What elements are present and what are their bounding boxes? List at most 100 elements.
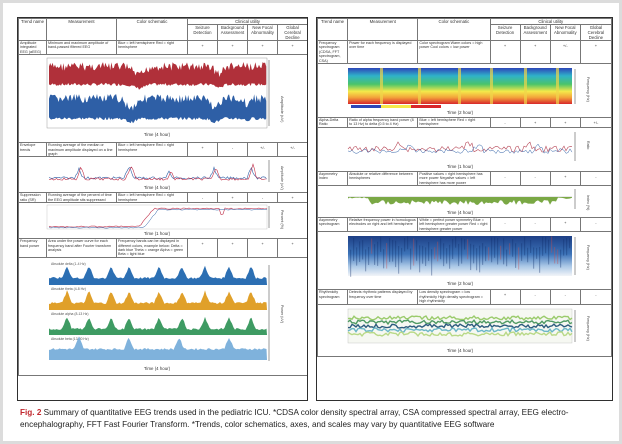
asymspec-streaks	[350, 236, 571, 278]
rhythm-band	[347, 326, 573, 333]
trend-name: Frequency band power	[18, 238, 47, 258]
asymspec-streak	[479, 245, 481, 273]
asymspec-heatmap	[348, 236, 572, 277]
header-focal: New Focal Abnormality	[549, 24, 581, 41]
trend-row: Asymmetry index Absolute or relative dif…	[317, 170, 612, 187]
mark-focal: -	[247, 192, 278, 204]
asymspec-streak	[551, 236, 553, 254]
header-trend-name: Trend name	[18, 18, 47, 41]
rhythm-time-label: Time (4 hour)	[447, 348, 474, 353]
asymspec-streak	[353, 238, 355, 262]
envelope-right-trace	[48, 163, 267, 182]
header-global: Global Cerebral Decline	[579, 24, 612, 41]
adr-time-label: Time (1 hour)	[447, 164, 474, 169]
asymspec-streak	[443, 243, 445, 267]
asymspec-streak	[359, 241, 361, 263]
asymspec-streak	[458, 244, 460, 267]
band-delta-area	[49, 265, 267, 285]
asymspec-streak	[536, 248, 538, 260]
mark-global: -	[579, 217, 612, 233]
trend-name: Asymmetry spectrogram	[317, 217, 349, 233]
asymspec-streak	[566, 238, 568, 256]
figure-page: Trend name Measurement Color schematic C…	[3, 3, 619, 441]
asymspec-streak	[491, 237, 493, 263]
sr-y-label: Percent (%)	[280, 210, 284, 229]
sr-left-trace	[48, 208, 268, 229]
band-theta-area	[49, 289, 267, 310]
asymspec-streak	[542, 237, 544, 257]
asymidx-graph-cell: Index (%) Time (4 hour)	[317, 185, 612, 219]
asymspec-streak	[482, 243, 484, 266]
asymspec-streak	[350, 249, 352, 278]
header-global: Global Cerebral Decline	[276, 24, 307, 41]
asymspec-streak	[401, 248, 403, 263]
header-background: Background Assessment	[519, 24, 551, 41]
trend-measurement: Power for each frequency is displayed ov…	[347, 39, 419, 65]
mark-focal: +	[247, 238, 278, 258]
mark-background: -	[519, 289, 551, 305]
trend-name: Asymmetry index	[317, 170, 349, 187]
aeeg-graph-cell: Amplitude (uV) Time (4 hour)	[18, 54, 307, 144]
asymspec-streak	[560, 249, 562, 268]
mark-global: +	[276, 192, 307, 204]
asymspec-streak	[488, 247, 490, 261]
asymspec-streak	[395, 240, 397, 268]
rhythm-graph: Frequency (Hz) Time (4 hour)	[347, 308, 590, 353]
asymspec-y-label: Frequency (Hz)	[586, 245, 590, 270]
rhythm-graph-cell: Frequency (Hz) Time (4 hour)	[317, 303, 612, 357]
asymspec-streak	[422, 246, 424, 264]
figure-caption: Fig. 2 Summary of quantitative EEG trend…	[20, 407, 605, 430]
asymspec-streak	[404, 238, 406, 252]
asymmetry-index-area	[348, 197, 572, 205]
aeeg-left-trace	[49, 94, 267, 124]
trend-color: Blue = left hemisphere Red = right hemis…	[116, 192, 188, 204]
header-measurement: Measurement	[347, 18, 419, 41]
asymspec-streak	[419, 245, 421, 273]
asymspec-streak	[365, 249, 367, 272]
header-trend-name: Trend name	[317, 18, 349, 41]
asymspec-streak	[476, 248, 478, 271]
asymspec-time-label: Time (2 hour)	[447, 281, 474, 286]
trend-color: White = perfect power symmetry Blue = le…	[417, 217, 491, 233]
spectrogram-colorbar-low	[351, 105, 381, 109]
spectrogram-graph: Frequency (Hz) Time (2 hour)	[348, 68, 590, 115]
asymspec-streak	[521, 243, 523, 262]
asymspec-streak	[371, 238, 373, 255]
envelope-time-label: Time (4 hour)	[144, 185, 171, 190]
asymspec-streak	[524, 237, 526, 256]
asymspec-streak	[533, 247, 535, 269]
mark-global: +	[579, 39, 612, 65]
asymspec-streak	[539, 247, 541, 274]
spectrogram-streak	[490, 68, 493, 105]
asymspec-streak	[380, 236, 382, 253]
asymspec-streak	[527, 248, 529, 263]
mark-focal: +	[549, 170, 581, 187]
asymspec-streak	[377, 241, 379, 267]
trend-row: Envelope trends Running average of the m…	[18, 142, 307, 158]
asymspec-streak	[509, 243, 511, 255]
mark-background: +	[519, 117, 551, 128]
asymspec-streak	[407, 236, 409, 250]
trend-color: Color spectrogram Warm colors = high pow…	[417, 39, 491, 65]
adr-y-label: Ratio	[586, 141, 590, 149]
asymspec-streak	[548, 239, 550, 265]
asymspec-streak	[455, 237, 457, 248]
asymspec-streak	[452, 239, 454, 260]
asymspec-graph: Frequency (Hz) Time (2 hour)	[348, 236, 590, 286]
figure-label: Fig. 2	[20, 408, 42, 417]
header-clinical-utility: Clinical utility	[489, 18, 612, 25]
aeeg-y-label: Amplitude (uV)	[280, 96, 285, 123]
aeeg-graph: Amplitude (uV) Time (4 hour)	[46, 58, 285, 137]
asymidx-time-label: Time (4 hour)	[447, 210, 474, 215]
asymspec-streak	[470, 244, 472, 271]
trend-row: Frequency band power Area under the powe…	[18, 238, 307, 258]
trend-measurement: Area under the power curve for each freq…	[46, 238, 117, 258]
asymspec-streak	[446, 248, 448, 264]
asymspec-streak	[425, 247, 427, 267]
mark-focal: -	[549, 289, 581, 305]
mark-global: +	[276, 238, 307, 258]
asymspec-streak	[374, 244, 376, 266]
rhythm-y-label: Frequency (Hz)	[586, 316, 590, 341]
header-clinical-utility: Clinical utility	[186, 18, 307, 25]
trend-measurement: Running average of the median or maximum…	[46, 142, 117, 158]
